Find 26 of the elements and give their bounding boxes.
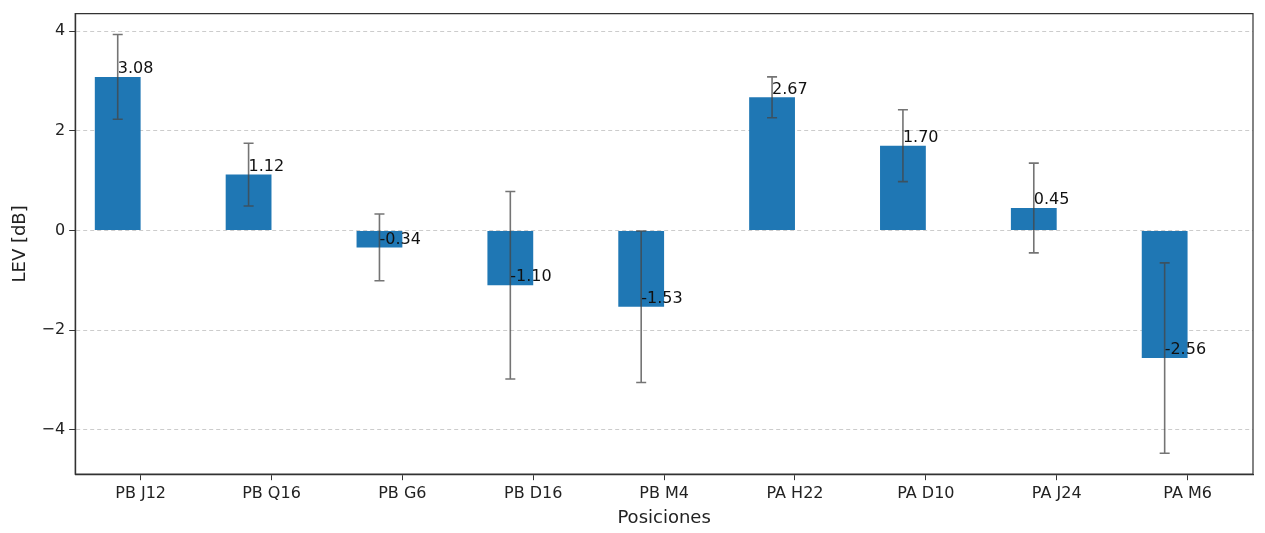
bar [880,145,926,230]
data-label: 1.70 [902,126,939,146]
data-label: 0.45 [1033,189,1070,209]
bar [94,76,141,230]
x-tick-label: PA H22 [766,482,824,502]
y-tick-label: 2 [55,119,66,139]
x-tick-label: PB M4 [639,482,689,502]
data-label: 3.08 [117,58,154,78]
bar [1010,208,1057,230]
x-tick-label: PB Q16 [242,482,301,502]
x-tick-label: PA J24 [1031,482,1082,502]
x-tick-label: PA M6 [1163,482,1212,502]
x-tick-label: PB G6 [378,482,427,502]
x-axis-title: Posiciones [617,505,711,527]
data-label: 1.12 [248,155,285,175]
y-axis-title: LEV [dB] [8,205,30,283]
y-tick-label: 4 [55,20,66,40]
y-tick-label: −2 [41,319,66,339]
bar [225,174,272,230]
x-tick-label: PB J12 [115,482,167,502]
y-tick-label: −4 [41,418,66,438]
data-label: 2.67 [772,78,808,98]
bar [749,97,795,230]
x-tick-label: PA D10 [897,482,955,502]
y-tick-label: 0 [55,219,66,239]
x-tick-label: PB D16 [504,482,563,502]
